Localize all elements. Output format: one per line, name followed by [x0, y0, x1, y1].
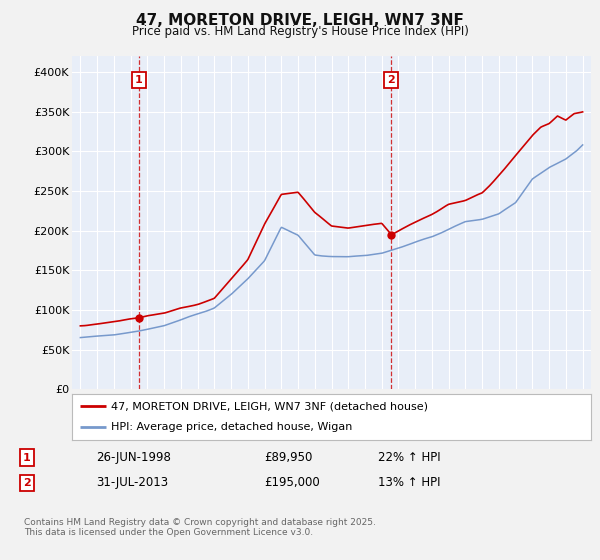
Text: 31-JUL-2013: 31-JUL-2013 — [96, 476, 168, 489]
Text: 2: 2 — [23, 478, 31, 488]
Text: 1: 1 — [23, 452, 31, 463]
Text: 13% ↑ HPI: 13% ↑ HPI — [378, 476, 440, 489]
Text: Price paid vs. HM Land Registry's House Price Index (HPI): Price paid vs. HM Land Registry's House … — [131, 25, 469, 38]
Text: £195,000: £195,000 — [264, 476, 320, 489]
Text: 47, MORETON DRIVE, LEIGH, WN7 3NF (detached house): 47, MORETON DRIVE, LEIGH, WN7 3NF (detac… — [111, 401, 428, 411]
Text: 26-JUN-1998: 26-JUN-1998 — [96, 451, 171, 464]
Text: 22% ↑ HPI: 22% ↑ HPI — [378, 451, 440, 464]
Text: 47, MORETON DRIVE, LEIGH, WN7 3NF: 47, MORETON DRIVE, LEIGH, WN7 3NF — [136, 13, 464, 29]
Text: 2: 2 — [388, 75, 395, 85]
Text: Contains HM Land Registry data © Crown copyright and database right 2025.
This d: Contains HM Land Registry data © Crown c… — [24, 518, 376, 538]
Text: 1: 1 — [135, 75, 143, 85]
Text: £89,950: £89,950 — [264, 451, 313, 464]
Text: HPI: Average price, detached house, Wigan: HPI: Average price, detached house, Wiga… — [111, 422, 352, 432]
